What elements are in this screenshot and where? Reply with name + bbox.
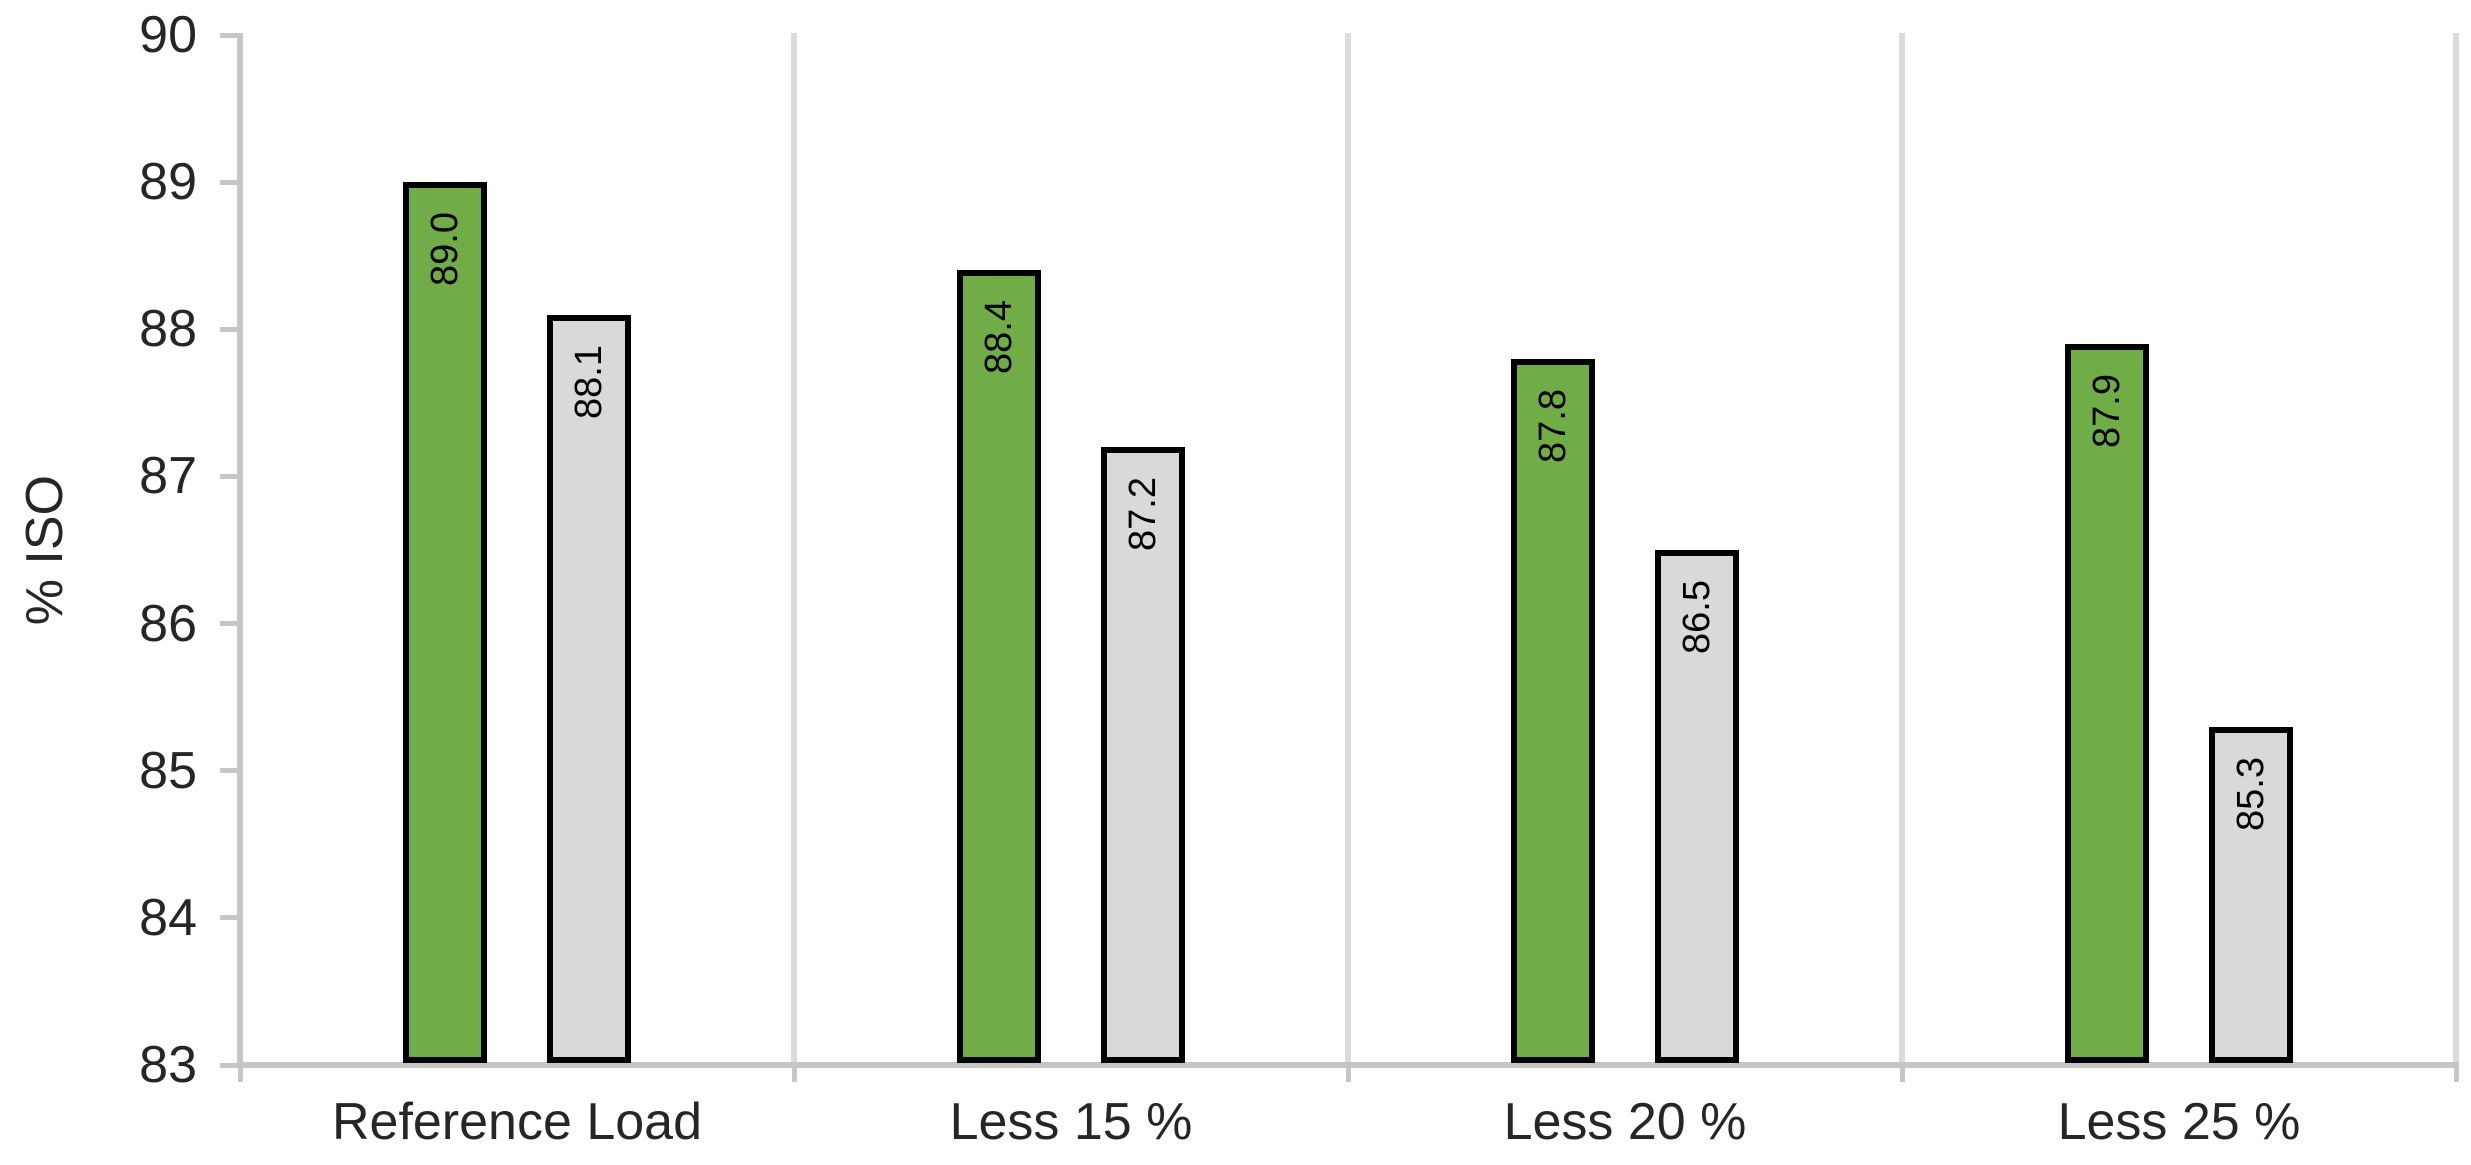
y-axis-tick-label: 87 [139,447,197,506]
bar-gray [2209,726,2293,1063]
y-axis-tick-label: 90 [139,6,197,64]
bar-green [1511,358,1595,1063]
bar-data-label-green: 89.0 [424,212,466,287]
bar-data-label-gray: 86.5 [1676,580,1718,654]
y-axis-tick-label: 88 [139,300,197,359]
y-axis-tick-label: 89 [139,153,197,212]
y-axis-tick [220,1062,240,1068]
bar-gray [1655,550,1739,1063]
y-axis-tick [220,473,240,479]
category-separator-line [791,33,797,1062]
y-axis-tick [220,179,240,185]
bar-green [957,270,1041,1063]
y-axis-line [237,33,243,1068]
bar-green [2065,344,2149,1063]
category-separator-line [1345,33,1351,1062]
y-axis-tick-label: 84 [139,888,197,947]
category-separator-line [2453,33,2459,1062]
bar-data-label-gray: 85.3 [2230,756,2272,831]
x-axis-category-label: Reference Load [331,1093,703,1151]
y-axis-tick [220,32,240,38]
x-axis-category-label: Less 25 % [2057,1093,2301,1151]
y-axis-tick [220,326,240,332]
y-axis-tick-label: 86 [139,594,197,653]
x-axis-category-label: Less 20 % [1503,1093,1747,1151]
x-axis-tick [791,1062,797,1082]
bar-gray [1101,447,1185,1063]
x-axis-tick [237,1062,243,1082]
category-separator-line [1899,33,1905,1062]
x-axis-category-label: Less 15 % [949,1093,1193,1151]
bar-data-label-gray: 88.1 [568,344,610,419]
bar-data-label-green: 87.8 [1532,388,1574,463]
bar-data-label-green: 87.9 [2086,374,2128,448]
y-axis-tick [220,915,240,921]
y-axis-tick-label: 85 [139,741,197,800]
x-axis-tick [1345,1062,1351,1082]
x-axis-tick [1899,1062,1905,1082]
y-axis-tick-label: 83 [139,1036,197,1094]
bar-green [403,182,487,1063]
x-axis-tick [2453,1062,2459,1082]
bar-data-label-gray: 87.2 [1122,477,1164,551]
y-axis-tick [220,768,240,774]
bar-gray [547,314,631,1063]
bar-data-label-green: 88.4 [978,300,1020,375]
y-axis-tick [220,621,240,627]
